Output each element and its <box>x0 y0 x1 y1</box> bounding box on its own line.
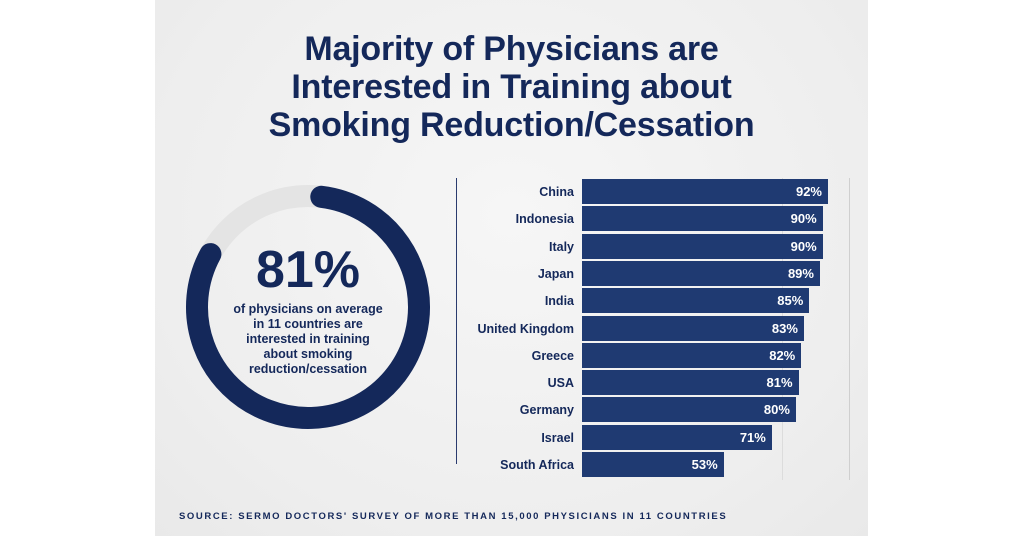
caption-line: about smoking <box>263 347 353 361</box>
category-label: United Kingdom <box>477 321 574 336</box>
caption-line: interested in training <box>246 332 370 346</box>
bar-value-label: 71% <box>739 429 766 445</box>
caption-line: reduction/cessation <box>248 362 368 376</box>
bar-row: Japan 89% <box>457 260 857 288</box>
category-label: South Africa <box>500 458 574 472</box>
bar-value-label: 90% <box>790 238 817 254</box>
category-label: Greece <box>531 348 574 363</box>
bar-row: Greece 82% <box>457 342 857 370</box>
donut-value: 81% <box>255 241 361 299</box>
bar-row: China 92% <box>457 179 857 206</box>
bar: 71% <box>582 424 772 450</box>
category-label: Indonesia <box>515 212 574 227</box>
category-label: Japan <box>537 266 574 281</box>
bar-row: Italy 90% <box>457 233 857 261</box>
bar-value-label: 89% <box>787 265 814 281</box>
bar-row: Israel 71% <box>457 424 857 452</box>
bar: 80% <box>582 397 796 423</box>
bar: 92% <box>582 179 828 204</box>
category-label: Germany <box>519 403 574 418</box>
bar-value-label: 83% <box>771 320 798 336</box>
bar-value-label: 80% <box>763 402 790 418</box>
bar: 82% <box>582 342 802 368</box>
bar: 90% <box>582 233 823 259</box>
title-line-3: Smoking Reduction/Cessation <box>268 106 755 144</box>
bar-chart: China 92% Indonesia 90% Italy 90% Japan 89% Indi… <box>457 179 857 479</box>
caption-line: in 11 countries are <box>253 317 363 331</box>
chart-divider <box>456 178 457 464</box>
bar-value-label: 92% <box>795 184 822 199</box>
bar-value-label: 82% <box>769 347 796 363</box>
category-label: USA <box>547 376 574 391</box>
summary-donut <box>186 185 430 429</box>
bar-row: USA 81% <box>457 370 857 397</box>
bar: 83% <box>582 315 804 341</box>
bar-row: India 85% <box>457 288 857 315</box>
bar-row: United Kingdom 83% <box>457 315 857 343</box>
bar-row: Indonesia 90% <box>457 206 857 233</box>
bar-value-label: 90% <box>790 211 817 227</box>
infographic-card: Majority of Physicians are Interested in… <box>155 0 868 536</box>
gridline <box>849 178 850 480</box>
bar: 85% <box>582 288 810 314</box>
category-label: Israel <box>541 430 574 445</box>
bar-value-label: 85% <box>777 293 804 309</box>
bar: 90% <box>582 206 823 232</box>
bar: 53% <box>582 452 724 477</box>
bar-row: South Africa 53% <box>457 452 857 479</box>
category-label: China <box>539 185 574 199</box>
bar: 89% <box>582 260 820 286</box>
caption-line: of physicians on average <box>233 302 383 316</box>
donut-caption: of physicians on average in 11 countries… <box>223 302 393 377</box>
category-label: India <box>544 294 574 309</box>
title-line-1: Majority of Physicians are <box>304 30 719 68</box>
title-line-2: Interested in Training about <box>291 68 732 106</box>
source-note: SOURCE: SERMO DOCTORS' SURVEY OF MORE TH… <box>179 511 728 522</box>
category-label: Italy <box>548 239 574 254</box>
bar-row: Germany 80% <box>457 397 857 424</box>
chart-title: Majority of Physicians are Interested in… <box>155 30 868 144</box>
bar: 81% <box>582 370 799 396</box>
bar-value-label: 81% <box>766 375 793 391</box>
bar-value-label: 53% <box>691 457 718 472</box>
donut-arc <box>186 185 430 429</box>
